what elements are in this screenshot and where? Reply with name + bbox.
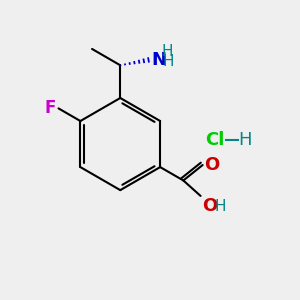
Text: H: H — [162, 54, 174, 69]
Text: Cl: Cl — [205, 130, 224, 148]
Text: H: H — [214, 200, 226, 214]
Text: F: F — [45, 99, 56, 117]
Text: H: H — [161, 44, 173, 59]
Text: N: N — [151, 51, 166, 69]
Text: O: O — [202, 197, 217, 215]
Text: H: H — [238, 130, 252, 148]
Text: O: O — [204, 156, 220, 174]
